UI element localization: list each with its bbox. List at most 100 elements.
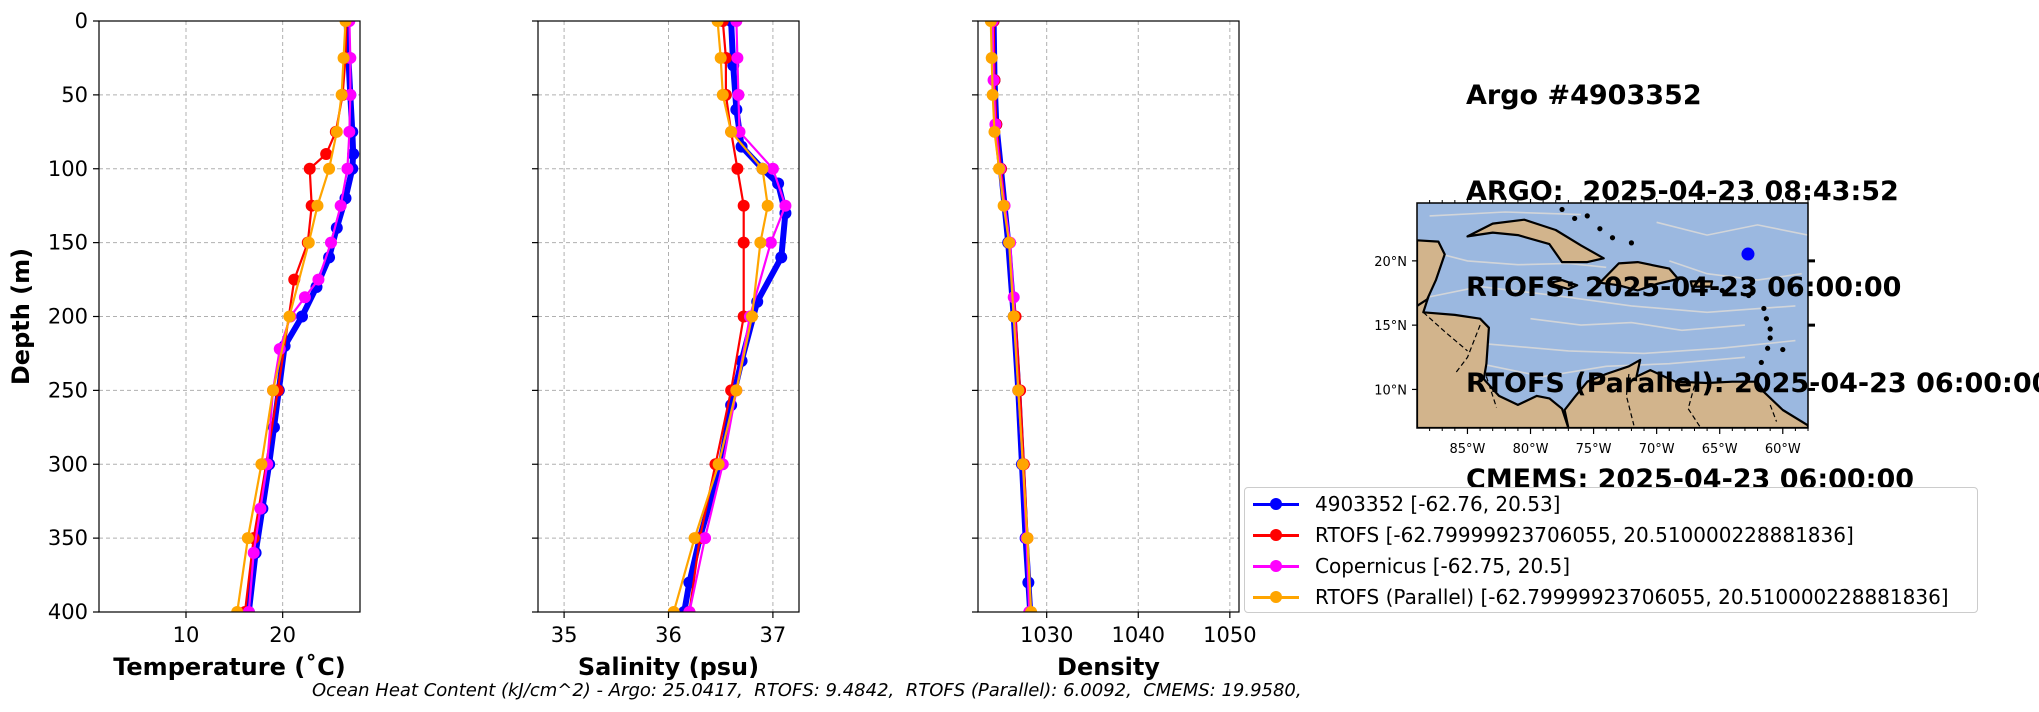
legend-label-argo: 4903352 [-62.76, 20.53] bbox=[1315, 492, 1561, 516]
data-point-copernicus bbox=[779, 199, 792, 212]
yucatan-peninsula bbox=[1417, 239, 1446, 307]
y-tick-label: 150 bbox=[48, 231, 88, 255]
y-tick-label: 350 bbox=[48, 526, 88, 550]
plot-area bbox=[984, 21, 1038, 612]
islet bbox=[1767, 335, 1773, 341]
legend-marker-argo bbox=[1253, 489, 1299, 519]
x-tick-label: 1030 bbox=[1020, 623, 1073, 647]
axes-frame bbox=[98, 20, 361, 613]
data-point-copernicus bbox=[312, 273, 325, 286]
data-point-rtofs-parallel bbox=[311, 199, 324, 212]
current-streamline bbox=[1669, 260, 1802, 281]
islet bbox=[1780, 346, 1786, 353]
map-lon-label: 85°W bbox=[1449, 442, 1485, 457]
data-point-copernicus bbox=[699, 532, 712, 545]
data-point-copernicus bbox=[298, 291, 311, 304]
data-point-rtofs-parallel bbox=[993, 162, 1006, 175]
info-header: Argo #4903352 ARGO: 2025-04-23 08:43:52 … bbox=[1466, 16, 2039, 528]
map-lon-label: 80°W bbox=[1513, 442, 1549, 457]
legend-marker-rtofs bbox=[1253, 520, 1299, 550]
legend-item-copernicus: Copernicus [-62.75, 20.5] bbox=[1253, 551, 1570, 581]
y-tick-label: 100 bbox=[48, 157, 88, 181]
ocean-heat-content-footer: Ocean Heat Content (kJ/cm^2) - Argo: 25.… bbox=[312, 680, 1302, 701]
data-point-argo bbox=[296, 310, 308, 323]
data-point-rtofs-parallel bbox=[761, 199, 774, 212]
series-line-rtofs-parallel bbox=[989, 21, 1033, 612]
y-tick-label: 400 bbox=[48, 600, 88, 624]
map-lat-label: 20°N bbox=[1374, 255, 1407, 270]
country-border bbox=[1454, 324, 1481, 375]
data-point-rtofs-parallel bbox=[746, 310, 759, 323]
data-point-copernicus bbox=[254, 502, 267, 515]
series-line-rtofs bbox=[688, 21, 745, 612]
legend-label-rtofs-parallel: RTOFS (Parallel) [-62.79999923706055, 20… bbox=[1315, 585, 1949, 609]
current-streamline bbox=[1429, 211, 1582, 217]
map-lat-label: 10°N bbox=[1374, 383, 1407, 398]
map-lon-label: 65°W bbox=[1702, 442, 1738, 457]
country-border bbox=[1422, 311, 1468, 352]
islet bbox=[1572, 215, 1578, 222]
data-point-rtofs-parallel bbox=[725, 125, 738, 138]
x-axis-label: Salinity (psu) bbox=[578, 653, 759, 681]
islet bbox=[1742, 283, 1748, 290]
islet bbox=[1584, 213, 1590, 219]
current-streamline bbox=[1530, 317, 1745, 332]
data-point-rtofs-parallel bbox=[1016, 458, 1029, 471]
data-point-rtofs-parallel bbox=[730, 384, 743, 397]
data-point-copernicus bbox=[764, 236, 777, 249]
legend-label-rtofs: RTOFS [-62.79999923706055, 20.5100002288… bbox=[1315, 523, 1854, 547]
series-line-rtofs-parallel bbox=[672, 21, 769, 612]
data-point-argo bbox=[347, 147, 360, 160]
x-tick-label: 1040 bbox=[1112, 623, 1165, 647]
data-point-rtofs-parallel bbox=[335, 88, 348, 101]
map-frame bbox=[1416, 202, 1809, 429]
country-border bbox=[1769, 404, 1778, 422]
data-point-copernicus bbox=[343, 125, 356, 138]
data-point-rtofs bbox=[303, 162, 316, 175]
x-tick-label: 1050 bbox=[1203, 623, 1256, 647]
data-point-argo bbox=[735, 140, 748, 153]
y-tick-label: 300 bbox=[48, 452, 88, 476]
data-point-rtofs-parallel bbox=[714, 51, 727, 64]
data-point-copernicus bbox=[247, 546, 260, 559]
data-point-copernicus bbox=[334, 199, 347, 212]
plot-area bbox=[231, 21, 360, 612]
data-point-copernicus bbox=[325, 236, 337, 249]
data-point-rtofs-parallel bbox=[267, 384, 279, 397]
chart-panel-3: 1030 1040 1050 Density bbox=[972, 20, 1257, 681]
data-point-rtofs-parallel bbox=[330, 125, 343, 138]
data-point-rtofs-parallel bbox=[255, 458, 268, 471]
data-point-argo bbox=[775, 251, 788, 264]
islet bbox=[1761, 305, 1767, 312]
legend-marker-rtofs-parallel bbox=[1253, 582, 1299, 612]
data-point-rtofs-parallel bbox=[997, 199, 1010, 212]
islet bbox=[1765, 345, 1771, 351]
map-lon-label: 75°W bbox=[1576, 442, 1612, 457]
islet bbox=[1597, 226, 1603, 232]
x-tick-label: 20 bbox=[269, 623, 296, 647]
data-point-copernicus bbox=[344, 88, 357, 101]
data-point-rtofs bbox=[320, 147, 333, 160]
data-point-rtofs-parallel bbox=[756, 162, 769, 175]
data-point-copernicus bbox=[341, 162, 354, 175]
islet bbox=[1763, 316, 1769, 322]
series-line-copernicus bbox=[688, 21, 787, 612]
x-tick-label: 35 bbox=[551, 623, 578, 647]
x-tick-label: 37 bbox=[760, 623, 787, 647]
data-point-rtofs-parallel bbox=[688, 532, 701, 545]
series-line-argo bbox=[245, 21, 357, 612]
y-tick-label: 50 bbox=[61, 83, 88, 107]
map-content bbox=[1417, 203, 1808, 428]
data-point-rtofs-parallel bbox=[302, 236, 315, 249]
data-point-rtofs-parallel bbox=[1021, 532, 1034, 545]
data-point-rtofs-parallel bbox=[716, 88, 729, 101]
legend-item-rtofs-parallel: RTOFS (Parallel) [-62.79999923706055, 20… bbox=[1253, 582, 1949, 612]
y-tick-label: 250 bbox=[48, 378, 88, 402]
data-point-rtofs-parallel bbox=[985, 51, 998, 64]
cuba-island bbox=[1466, 218, 1605, 264]
plot-area bbox=[667, 21, 792, 612]
data-point-rtofs bbox=[737, 236, 750, 249]
data-point-copernicus bbox=[1007, 291, 1020, 304]
islet bbox=[1628, 240, 1635, 246]
